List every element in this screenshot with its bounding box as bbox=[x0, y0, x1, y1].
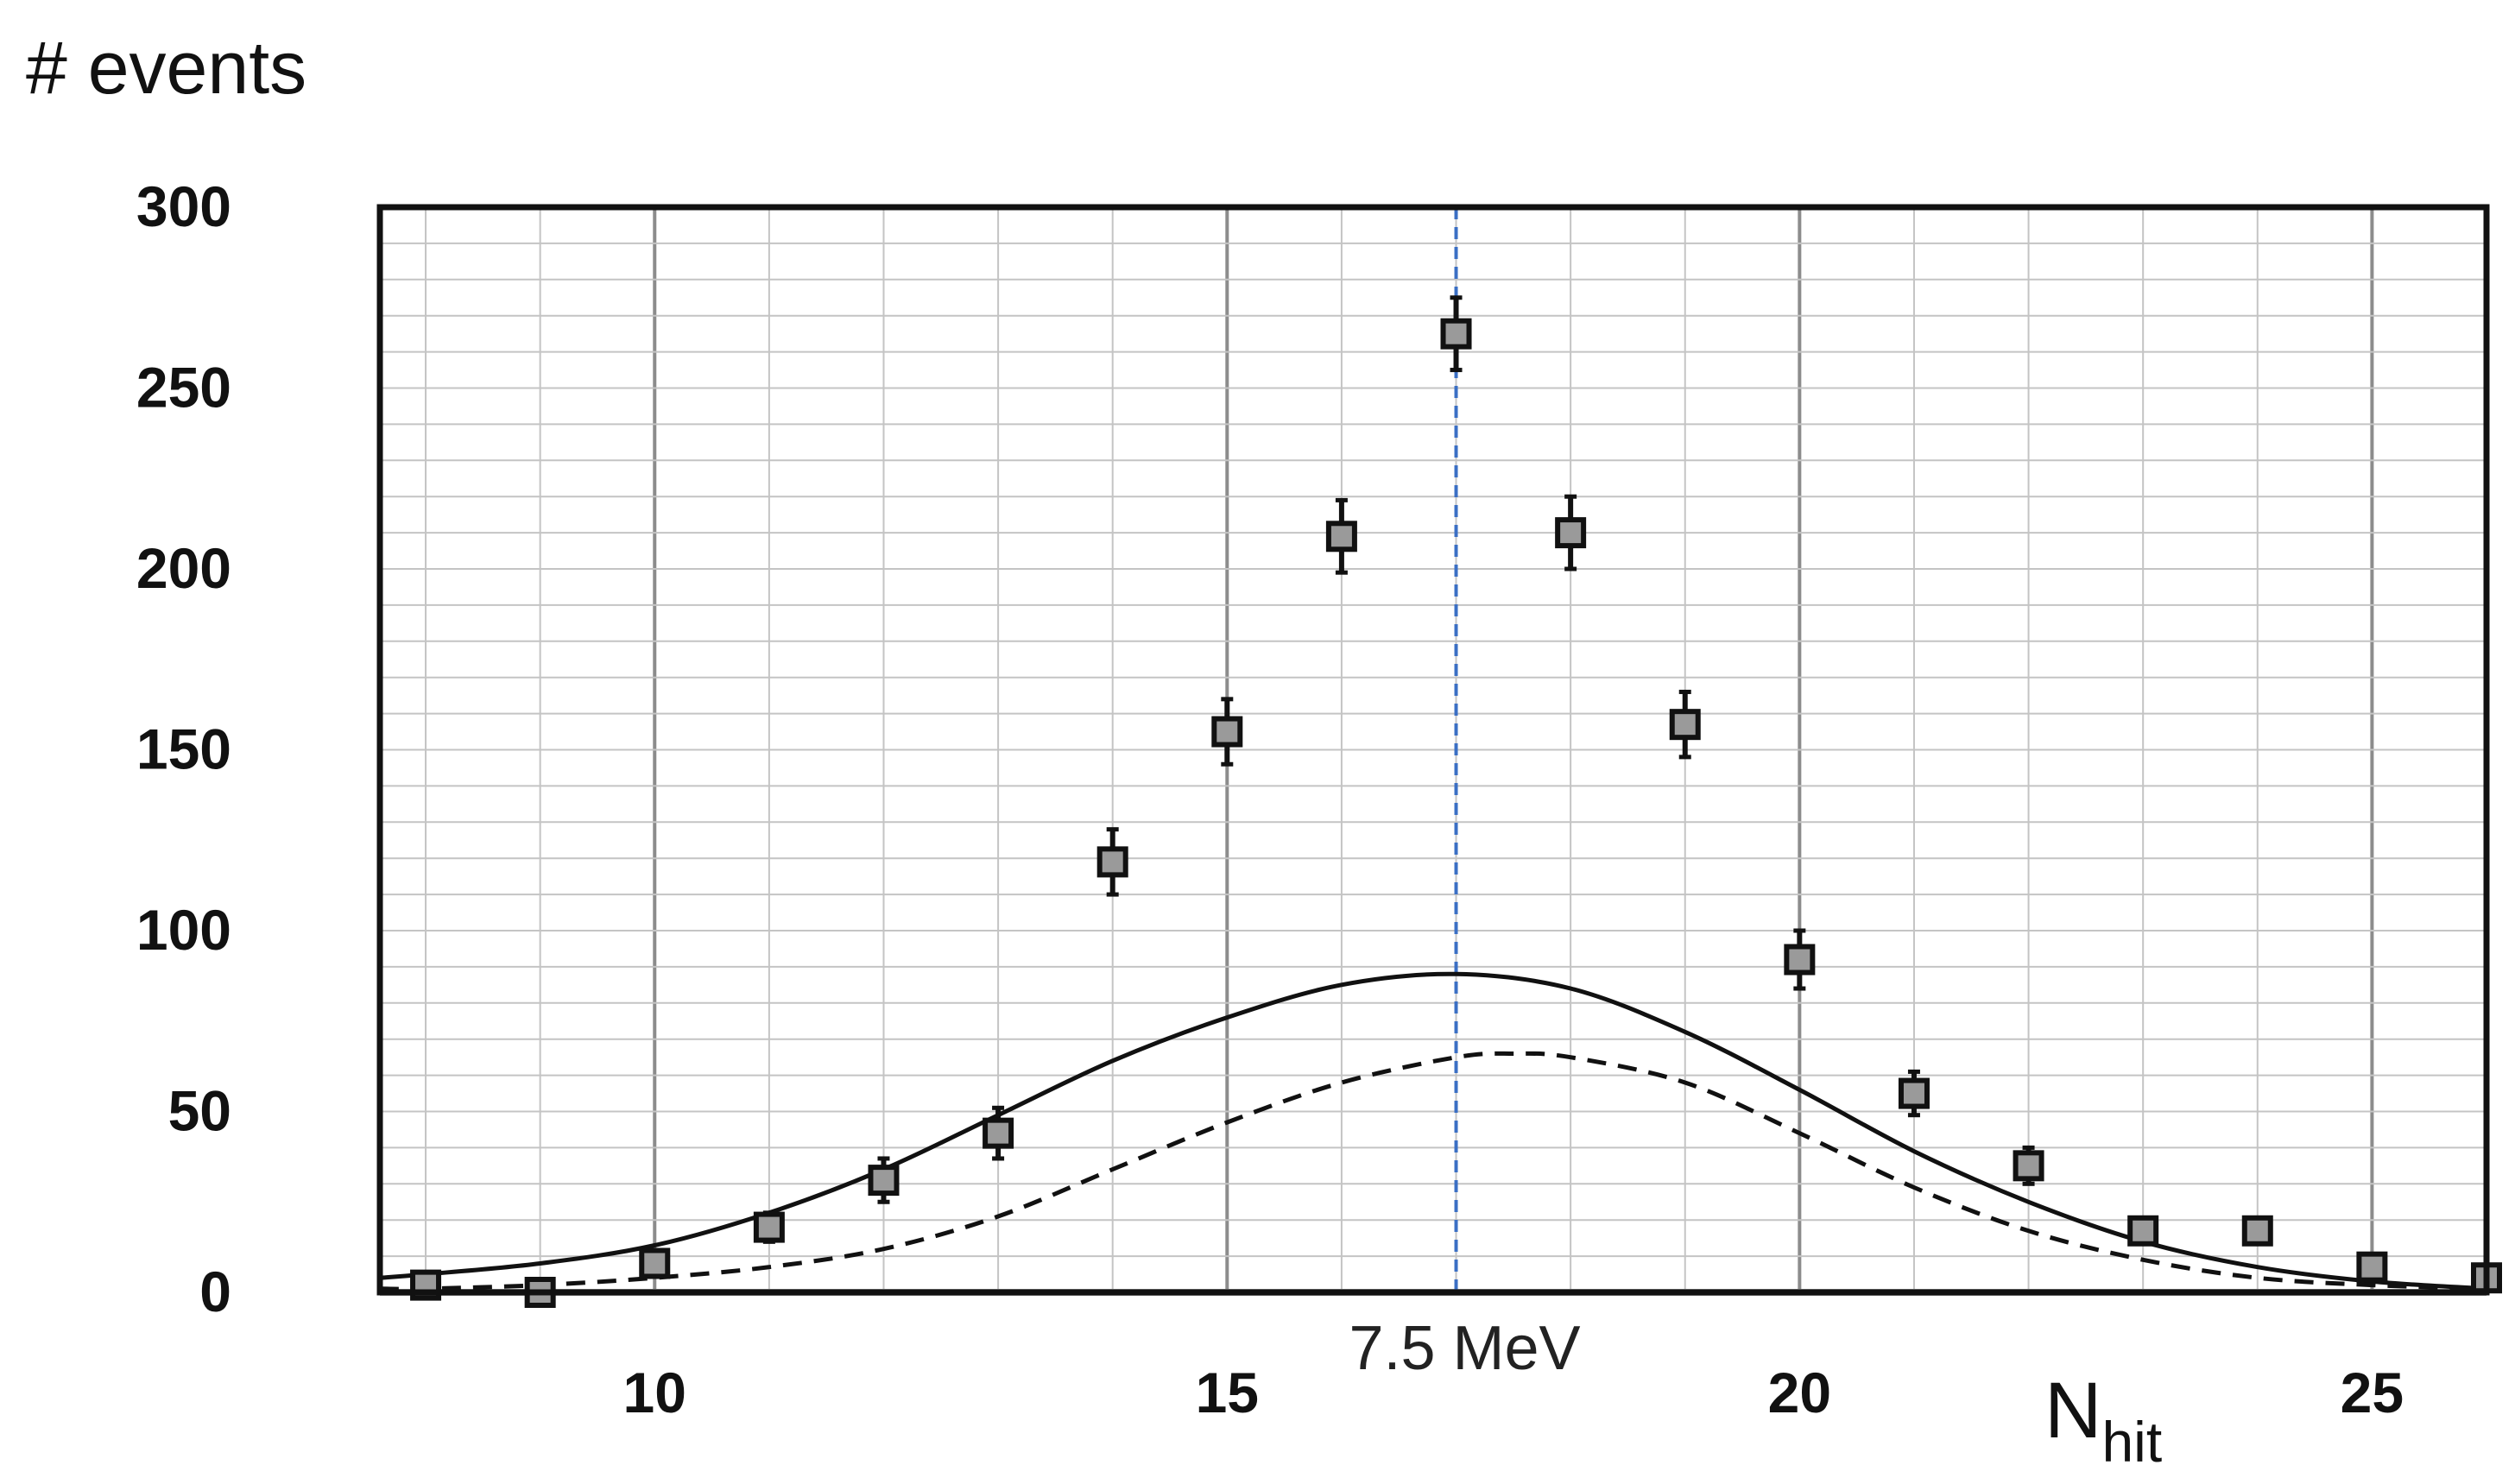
reference-line-group: 7.5 MeV bbox=[1349, 207, 1581, 1383]
square-marker bbox=[1211, 716, 1243, 748]
grid-lines bbox=[380, 207, 2487, 1296]
curves bbox=[379, 971, 2487, 1291]
data-point bbox=[753, 1210, 785, 1244]
square-marker bbox=[1555, 517, 1587, 549]
square-marker bbox=[1325, 521, 1357, 553]
y-tick-label: 250 bbox=[136, 356, 231, 420]
data-point bbox=[1325, 497, 1357, 575]
square-marker bbox=[1669, 709, 1701, 741]
y-tick-label: 50 bbox=[168, 1079, 231, 1143]
data-point bbox=[639, 1247, 671, 1279]
x-axis-label: Nhit bbox=[2044, 1367, 2162, 1474]
square-marker bbox=[1096, 846, 1128, 878]
square-marker bbox=[1898, 1077, 1930, 1109]
square-marker bbox=[1440, 318, 1472, 350]
square-marker bbox=[2127, 1215, 2159, 1247]
data-point bbox=[1555, 494, 1587, 571]
data-point bbox=[2356, 1251, 2388, 1283]
data-point bbox=[2013, 1145, 2044, 1186]
reference-line-label: 7.5 MeV bbox=[1349, 1314, 1580, 1383]
square-marker bbox=[2013, 1150, 2044, 1182]
data-point bbox=[1898, 1069, 1930, 1118]
y-tick-label: 150 bbox=[136, 717, 231, 781]
square-marker bbox=[2241, 1215, 2273, 1247]
data-point bbox=[2241, 1215, 2273, 1247]
square-marker bbox=[639, 1247, 671, 1279]
data-point bbox=[1211, 697, 1243, 767]
square-marker bbox=[983, 1117, 1014, 1149]
data-point bbox=[1440, 295, 1472, 373]
x-tick-label: 25 bbox=[2341, 1361, 2404, 1424]
data-point bbox=[983, 1105, 1014, 1161]
square-marker bbox=[1784, 944, 1816, 976]
x-tick-label: 10 bbox=[623, 1361, 686, 1424]
square-marker bbox=[753, 1211, 785, 1243]
y-tick-label: 100 bbox=[136, 898, 231, 962]
y-tick-labels: 0 50 100 150 200 250 300 bbox=[136, 174, 231, 1323]
data-point bbox=[1784, 928, 1816, 991]
x-axis-label-main: N bbox=[2044, 1367, 2101, 1455]
solid-curve bbox=[379, 971, 2487, 1291]
dashed-curve bbox=[379, 1051, 2487, 1291]
x-axis-label-text: Nhit bbox=[2044, 1367, 2162, 1474]
square-marker bbox=[868, 1165, 900, 1197]
data-point bbox=[1096, 827, 1128, 897]
data-point bbox=[868, 1156, 900, 1204]
plot-frame bbox=[376, 204, 2490, 1296]
y-tick-label: 200 bbox=[136, 536, 231, 600]
data-point bbox=[2127, 1215, 2159, 1247]
data-point bbox=[1669, 689, 1701, 760]
x-axis-label-subscript: hit bbox=[2101, 1410, 2162, 1474]
data-points bbox=[410, 295, 2502, 1308]
x-tick-label: 15 bbox=[1196, 1361, 1259, 1424]
y-tick-label: 0 bbox=[199, 1260, 231, 1323]
y-axis-label: # events bbox=[26, 27, 306, 110]
square-marker bbox=[2356, 1251, 2388, 1283]
x-tick-labels: 10 15 20 25 bbox=[623, 1361, 2404, 1424]
x-tick-label: 20 bbox=[1768, 1361, 1831, 1424]
y-tick-label: 300 bbox=[136, 174, 231, 238]
